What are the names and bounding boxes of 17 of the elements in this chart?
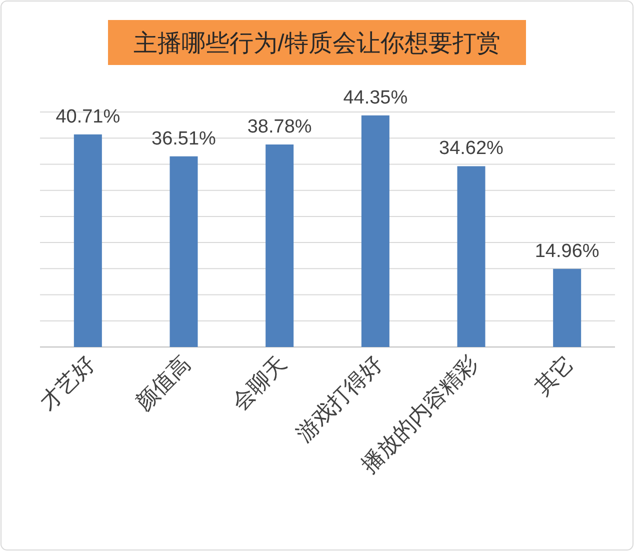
data-label: 38.78% [247,116,312,138]
x-tick-label: 才艺好 [35,350,100,416]
bar [553,268,582,347]
x-tick-label: 其它 [530,350,579,400]
bar [457,166,486,347]
data-label: 14.96% [534,240,600,262]
x-tick-label: 颜值高 [130,350,196,416]
data-label: 36.51% [152,128,216,150]
data-label: 34.62% [439,138,504,160]
bar [266,144,294,347]
bar [170,156,198,347]
bar [74,134,102,347]
chart-title: 主播哪些行为/特质会让你想要打赏 [134,30,500,57]
x-tick-label: 会聊天 [226,350,292,416]
data-label: 40.71% [56,106,120,128]
data-label: 44.35% [343,87,408,108]
bar [361,115,390,347]
